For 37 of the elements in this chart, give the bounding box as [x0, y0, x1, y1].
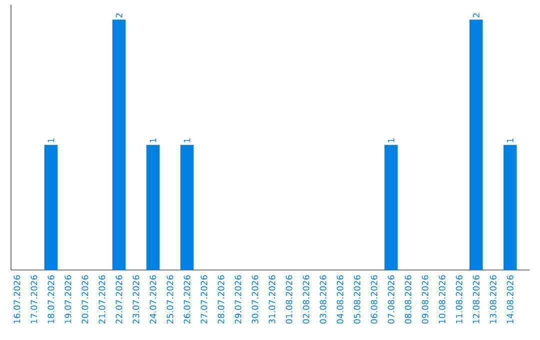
x-tick-label: 13.08.2026 [490, 275, 496, 324]
x-tick-label: 22.07.2026 [116, 275, 122, 324]
x-tick-label: 07.08.2026 [388, 275, 394, 324]
x-tick-label: 23.07.2026 [132, 275, 140, 324]
x-tick-label: 14.08.2026 [506, 275, 514, 324]
x-tick-label: 26.07.2026 [184, 275, 190, 324]
x-tick-label: 02.08.2026 [302, 275, 310, 324]
x-tick-label: 06.08.2026 [370, 275, 378, 324]
data-label: 1 [506, 138, 514, 142]
x-tick-label: 31.07.2026 [268, 275, 276, 324]
x-tick-label: 11.08.2026 [456, 275, 462, 324]
x-tick-label: 12.08.2026 [472, 275, 480, 324]
x-tick-label: 09.08.2026 [422, 275, 428, 324]
x-tick-label: 24.07.2026 [150, 275, 156, 324]
x-tick-label: 29.07.2026 [234, 275, 242, 324]
x-tick-label: 05.08.2026 [354, 275, 360, 324]
x-tick-label: 10.08.2026 [438, 275, 446, 324]
x-tick-label: 04.08.2026 [336, 275, 344, 324]
data-label: 1 [184, 138, 190, 142]
x-tick-label: 17.07.2026 [30, 275, 38, 324]
x-tick-label: 16.07.2026 [14, 275, 20, 324]
data-label: 2 [472, 13, 480, 18]
x-tick-label: 30.07.2026 [252, 275, 258, 324]
data-label: 1 [48, 138, 54, 142]
x-tick-label: 20.07.2026 [82, 275, 88, 324]
x-tick-label: 25.07.2026 [166, 275, 174, 324]
x-tick-label: 28.07.2026 [218, 275, 224, 324]
data-label: 1 [388, 138, 394, 142]
data-label: 1 [150, 138, 156, 142]
x-tick-label: 27.07.2026 [200, 275, 208, 324]
x-tick-label: 21.07.2026 [98, 275, 106, 324]
x-tick-label: 19.07.2026 [64, 275, 72, 324]
x-tick-label: 18.07.2026 [48, 275, 54, 324]
x-tick-label: 01.08.2026 [286, 275, 292, 324]
data-label: 2 [116, 13, 122, 18]
x-tick-label: 03.08.2026 [320, 275, 326, 324]
x-tick-label: 08.08.2026 [404, 275, 412, 324]
